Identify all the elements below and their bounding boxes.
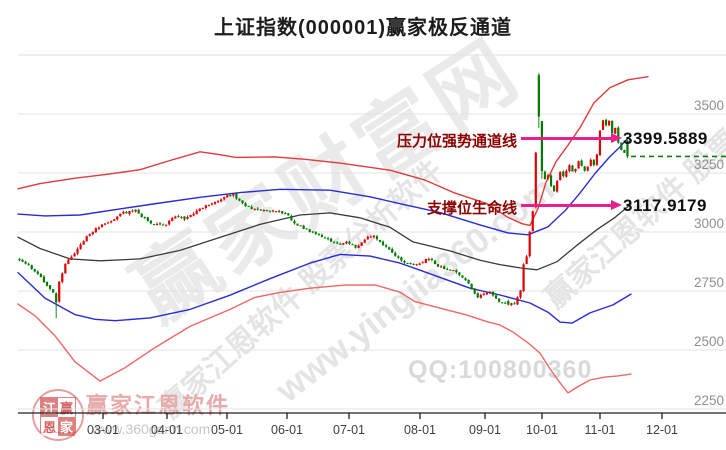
y-axis-label: 3000 (694, 216, 724, 231)
candlesticks (18, 72, 629, 319)
support-label: 支撑位生命线 (426, 200, 517, 217)
resistance-label: 压力位强势通道线 (396, 133, 517, 150)
x-axis-label: 06-01 (271, 423, 303, 437)
x-axis-label: 10-01 (526, 423, 558, 437)
x-axis-label: 12-01 (646, 423, 678, 437)
chart-title: 上证指数(000001)赢家极反通道 (213, 17, 513, 39)
stamp-char: 恩 (41, 417, 58, 436)
x-axis-label: 09-01 (469, 423, 501, 437)
resistance-arrow (521, 132, 622, 144)
outer-resistance-line (17, 75, 649, 227)
stamp-char: 赢 (58, 398, 75, 417)
x-axis: 03-01 04-01 05-01 06-01 07-01 08-01 09-01 10-01… (18, 412, 726, 437)
channel-lines (17, 75, 649, 394)
resistance-value: 3399.5889 (623, 129, 708, 148)
y-axis-label: 2500 (694, 334, 724, 349)
x-axis-label: 08-01 (404, 423, 436, 437)
logo-company-name: 赢家江恩软件 (86, 393, 231, 418)
y-axis-label: 3250 (694, 157, 724, 172)
gann-stamp-logo: 江 赢 恩 家 (32, 389, 84, 441)
stamp-grid: 江 赢 恩 家 (40, 397, 76, 436)
outer-support-line (17, 284, 632, 394)
logo-website-url: www.360gann.com (92, 421, 211, 437)
y-axis: 3500 3250 3000 2750 2500 2250 (694, 98, 724, 408)
stamp-char: 江 (41, 398, 58, 417)
x-axis-label: 11-01 (584, 423, 615, 437)
x-axis-label: 04-01 (151, 423, 183, 437)
life-line (17, 203, 632, 271)
x-axis-label: 03-01 (87, 423, 119, 437)
inner-resistance-line (17, 137, 629, 236)
y-axis-label: 2250 (694, 393, 724, 408)
support-value: 3117.9179 (623, 196, 707, 215)
y-axis-label: 2750 (694, 275, 724, 290)
x-axis-label: 05-01 (211, 423, 243, 437)
support-arrow (521, 199, 622, 211)
gridlines (18, 54, 726, 410)
stamp-char: 家 (58, 417, 75, 436)
y-axis-label: 3500 (694, 98, 724, 113)
x-axis-label: 07-01 (333, 423, 365, 437)
inner-support-line (17, 253, 632, 324)
